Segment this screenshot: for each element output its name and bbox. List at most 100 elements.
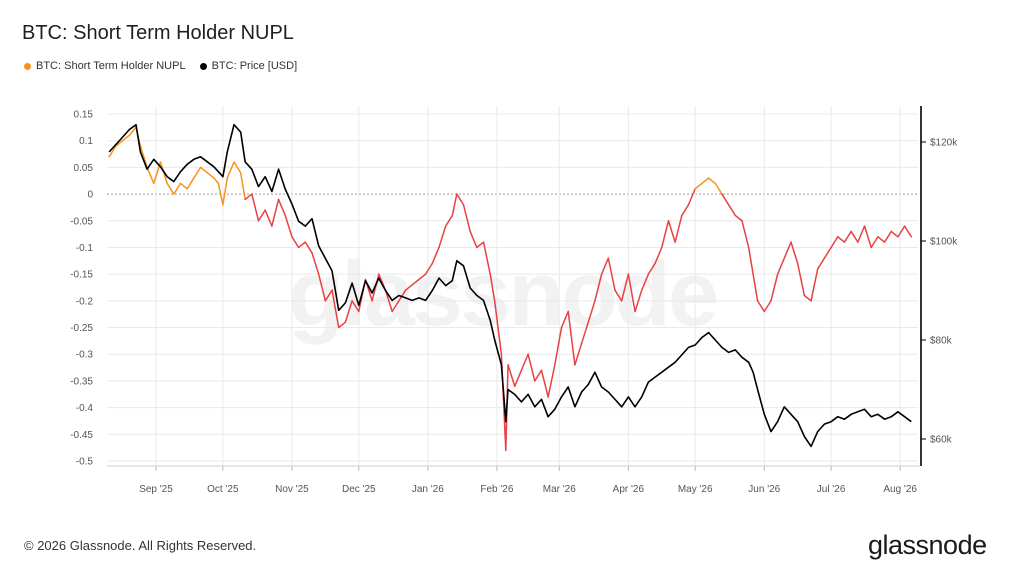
- copyright-text: © 2026 Glassnode. All Rights Reserved.: [24, 538, 257, 553]
- x-tick-label: Aug '26: [883, 484, 917, 495]
- nupl-line-segment: [863, 225, 872, 249]
- nupl-line-segment: [857, 225, 866, 243]
- nupl-line-segment: [284, 214, 293, 238]
- y-left-tick-label: -0.05: [70, 216, 93, 227]
- nupl-line-segment: [694, 182, 703, 190]
- nupl-line-segment: [554, 326, 563, 366]
- nupl-line-segment: [574, 342, 583, 366]
- nupl-line-segment: [456, 193, 465, 206]
- nupl-line-segment: [747, 246, 754, 275]
- nupl-line-segment: [264, 209, 273, 227]
- nupl-line-segment: [351, 300, 360, 313]
- nupl-line-segment: [627, 273, 636, 313]
- nupl-line-segment: [823, 246, 832, 259]
- nupl-line-segment: [540, 369, 549, 398]
- legend-item-price[interactable]: BTC: Price [USD]: [199, 60, 297, 72]
- nupl-line-segment: [883, 230, 893, 243]
- nupl-line-segment: [870, 236, 879, 249]
- nupl-line-segment: [451, 193, 458, 217]
- nupl-line-segment: [128, 126, 137, 137]
- nupl-line-segment: [166, 182, 175, 195]
- nupl-line-segment: [614, 289, 623, 302]
- nupl-line-segment: [418, 273, 427, 281]
- legend-dot-nupl: [24, 62, 31, 70]
- y-left-tick-label: -0.5: [76, 457, 94, 468]
- nupl-line-segment: [222, 177, 229, 206]
- nupl-line-segment: [431, 246, 440, 265]
- y-left-tick-label: -0.2: [76, 296, 94, 307]
- y-left-tick-label: -0.15: [70, 270, 93, 281]
- legend-item-nupl[interactable]: BTC: Short Term Holder NUPL: [24, 60, 186, 72]
- nupl-line-segment: [701, 177, 710, 185]
- nupl-line-segment: [493, 300, 503, 355]
- nupl-line-segment: [721, 193, 730, 206]
- nupl-line-segment: [567, 310, 576, 366]
- nupl-line-segment: [741, 220, 750, 249]
- nupl-line-segment: [783, 241, 792, 259]
- nupl-line-segment: [193, 166, 202, 179]
- y-left-tick-label: 0.1: [79, 136, 93, 147]
- watermark: glassnode: [288, 243, 717, 345]
- nupl-line-segment: [462, 204, 471, 233]
- nupl-line-segment: [734, 214, 743, 222]
- x-tick-label: May '26: [678, 484, 713, 495]
- nupl-line-segment: [727, 204, 737, 217]
- nupl-line-segment: [391, 300, 400, 313]
- nupl-line-segment: [776, 257, 786, 275]
- nupl-line-segment: [647, 262, 656, 275]
- nupl-line-segment: [469, 230, 478, 249]
- nupl-line-segment: [108, 145, 117, 158]
- nupl-line-segment: [877, 236, 886, 243]
- nupl-line-segment: [681, 204, 690, 217]
- nupl-line-segment: [607, 257, 616, 291]
- nupl-line-segment: [226, 161, 235, 179]
- y-left-tick-label: -0.45: [70, 430, 93, 441]
- y-left-tick-label: 0.05: [74, 163, 94, 174]
- nupl-line-segment: [411, 278, 420, 286]
- nupl-line-segment: [251, 193, 260, 222]
- nupl-line-segment: [830, 236, 839, 249]
- y-left-tick-label: -0.1: [76, 243, 94, 254]
- nupl-line-segment: [206, 171, 215, 179]
- nupl-line-segment: [121, 134, 131, 142]
- x-tick-label: Apr '26: [613, 484, 645, 495]
- nupl-line-segment: [763, 300, 772, 313]
- y-right-tick-label: $120k: [930, 138, 958, 149]
- nupl-line-segment: [756, 300, 766, 313]
- nupl-line-segment: [311, 252, 320, 275]
- series-layer: [108, 123, 913, 452]
- nupl-line-segment: [770, 273, 779, 302]
- chart-legend: BTC: Short Term Holder NUPL BTC: Price […: [24, 60, 297, 72]
- nupl-line-segment: [179, 182, 188, 190]
- legend-dot-price: [199, 62, 207, 70]
- nupl-line-segment: [714, 182, 723, 195]
- nupl-line-segment: [790, 241, 799, 265]
- nupl-line-segment: [560, 310, 569, 329]
- price-line: [108, 123, 912, 448]
- nupl-line-segment: [324, 289, 333, 302]
- glassnode-logo[interactable]: glassnode: [868, 530, 987, 560]
- nupl-line-segment: [513, 369, 523, 388]
- nupl-line-segment: [115, 139, 124, 147]
- nupl-line-segment: [277, 198, 286, 217]
- nupl-line-segment: [146, 166, 155, 185]
- nupl-line-segment: [233, 161, 242, 174]
- nupl-line-segment: [239, 171, 246, 201]
- nupl-line-segment: [674, 214, 683, 243]
- left-axis-ticks: 0.15 0.1 0.05 0 -0.05 -0.1 -0.15 -0.2 -0.25 -0.3 -…: [70, 110, 93, 468]
- nupl-line-segment: [404, 284, 413, 291]
- x-tick-label: Jan '26: [412, 484, 444, 495]
- x-tick-label: Dec '25: [342, 484, 376, 495]
- nupl-line-segment: [654, 246, 663, 265]
- nupl-line-segment: [752, 273, 759, 302]
- nupl-line-segment: [816, 257, 826, 270]
- nupl-line-segment: [217, 182, 224, 206]
- nupl-line-segment: [337, 321, 347, 329]
- x-tick-label: Jun '26: [748, 484, 780, 495]
- nupl-line-segment: [344, 300, 353, 323]
- chart-title: BTC: Short Term Holder NUPL: [22, 22, 294, 44]
- nupl-line-segment: [600, 257, 610, 275]
- x-tick-label: Feb '26: [480, 484, 513, 495]
- y-right-tick-label: $80k: [930, 336, 953, 347]
